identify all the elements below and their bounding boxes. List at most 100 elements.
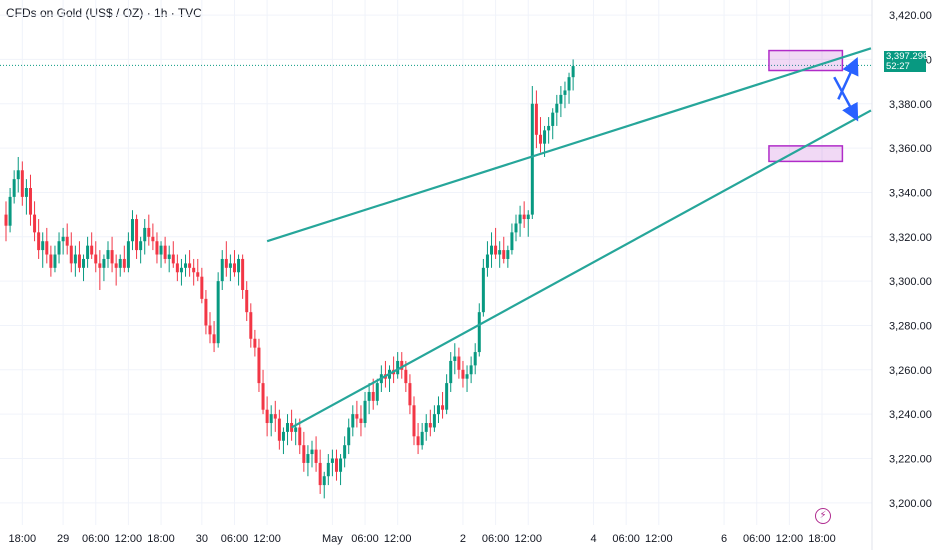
candle <box>555 94 559 126</box>
y-tick-label: 3,380.000 <box>889 99 932 111</box>
candle-body <box>567 77 571 91</box>
candle <box>298 418 302 455</box>
candle-body <box>363 400 367 424</box>
candle <box>396 352 400 379</box>
candle-body <box>49 254 53 268</box>
candle-body <box>534 103 538 135</box>
candle-body <box>465 374 469 379</box>
x-axis: 18:00 29 06:00 12:00 18:00 30 06:00 12:00 May 06:… <box>9 533 836 545</box>
candle <box>139 236 143 264</box>
candle <box>551 108 555 140</box>
candle-body <box>249 312 253 339</box>
candle <box>167 245 171 273</box>
candle-body <box>318 462 322 486</box>
candle <box>436 396 440 424</box>
candle-body <box>367 391 371 401</box>
candle <box>457 347 461 379</box>
candle-body <box>220 258 224 282</box>
candle-body <box>281 431 285 441</box>
candle <box>184 254 188 277</box>
candle <box>245 281 249 322</box>
candle-body <box>135 219 139 251</box>
candle-body <box>106 250 110 259</box>
candle <box>424 414 428 441</box>
candle-body <box>457 356 461 370</box>
candle-body <box>241 258 245 290</box>
bar-countdown: 52:27 <box>886 61 910 72</box>
candle <box>208 312 212 344</box>
candle <box>269 405 273 437</box>
candle <box>294 418 298 446</box>
candle <box>347 418 351 455</box>
candle <box>122 245 126 273</box>
last-price-tag: 3,397.296 52:27 <box>884 51 928 72</box>
candle <box>363 391 367 428</box>
candle-body <box>216 281 220 344</box>
candle <box>502 236 506 264</box>
candle-body <box>428 423 432 428</box>
candle <box>351 405 355 437</box>
candle <box>343 436 347 468</box>
candle-body <box>469 365 473 375</box>
candle-body <box>273 414 277 419</box>
candle-body <box>20 170 24 197</box>
candle-body <box>261 383 265 410</box>
candle-body <box>551 112 555 126</box>
candle <box>224 241 228 277</box>
candle <box>65 223 69 255</box>
candle-body <box>77 254 81 268</box>
candle <box>232 250 236 277</box>
x-tick-label: 18:00 <box>147 533 175 545</box>
x-tick-label: 12:00 <box>115 533 143 545</box>
candle-body <box>571 66 575 78</box>
candle-body <box>265 409 269 424</box>
candle-body <box>269 414 273 424</box>
candle <box>538 117 542 153</box>
candle-body <box>522 214 526 220</box>
candle <box>228 254 232 282</box>
candle <box>8 188 12 233</box>
candle-body <box>192 267 196 273</box>
candle <box>510 223 514 255</box>
x-tick-label: 2 <box>460 533 466 545</box>
candle <box>118 254 122 277</box>
candle-body <box>90 245 94 255</box>
candle-body <box>102 258 106 268</box>
drawings <box>266 47 872 429</box>
candle <box>445 374 449 415</box>
candle-body <box>4 214 8 226</box>
candle-body <box>277 418 281 441</box>
candle-body <box>326 462 330 477</box>
candle <box>449 352 453 392</box>
candle-body <box>445 383 449 410</box>
y-tick-label: 3,320.000 <box>889 232 932 244</box>
candle <box>261 369 265 415</box>
candle-body <box>8 196 12 226</box>
candle <box>204 289 208 335</box>
candle <box>334 449 338 481</box>
candle-body <box>441 405 445 410</box>
candle-body <box>188 263 192 268</box>
candle-body <box>286 423 290 432</box>
candle <box>151 223 155 251</box>
flash-icon[interactable]: ⚡ <box>815 508 831 524</box>
candle <box>302 431 306 472</box>
candle <box>400 352 404 379</box>
candle <box>94 241 98 273</box>
candle <box>98 250 102 290</box>
candle-body <box>514 223 518 233</box>
candle-body <box>147 227 151 237</box>
candle <box>82 254 86 282</box>
candle-body <box>530 103 534 215</box>
candle-body <box>436 405 440 415</box>
candle-body <box>559 94 563 104</box>
candle <box>481 258 485 317</box>
candle-body <box>449 360 453 384</box>
candle-body <box>359 418 363 424</box>
candle <box>106 241 110 268</box>
candle <box>563 81 567 109</box>
candle-body <box>526 214 530 220</box>
x-tick-label: May <box>322 533 343 545</box>
trendline <box>291 109 872 429</box>
